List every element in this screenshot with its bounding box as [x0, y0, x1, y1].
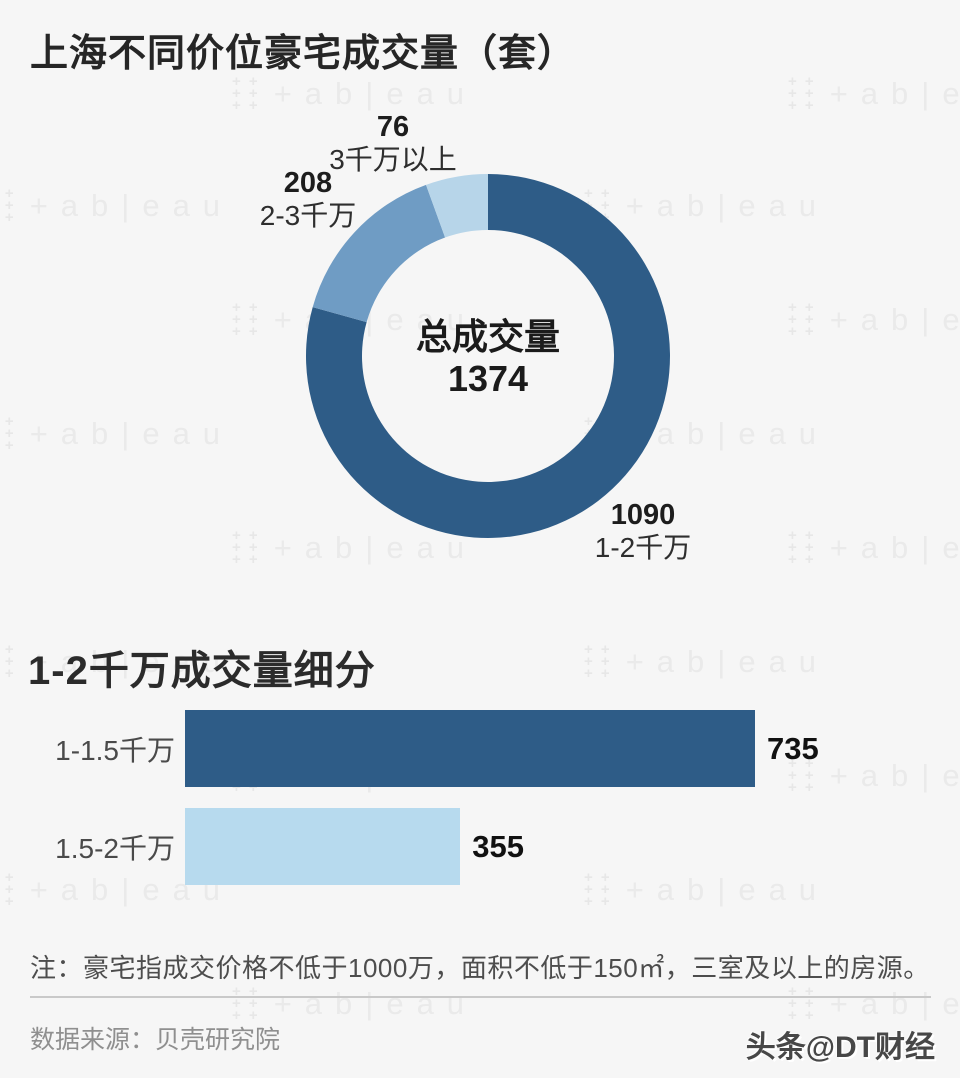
footnote: 注：豪宅指成交价格不低于1000万，面积不低于150㎡，三室及以上的房源。	[30, 953, 930, 983]
tableau-watermark-text: +ab|eau	[829, 530, 960, 565]
tableau-logo-icon: + ++ ++ +	[232, 983, 260, 1024]
data-source: 数据来源：贝壳研究院	[30, 1026, 281, 1054]
tableau-watermark: + ++ ++ + +ab|eau	[788, 983, 960, 1024]
footer-divider	[30, 996, 931, 998]
donut-center-value: 1374	[447, 357, 529, 399]
tableau-logo-icon: + ++ ++ +	[584, 869, 612, 910]
bar-fill	[185, 808, 461, 885]
bar-row: 1-1.5千万 735	[30, 710, 935, 787]
tableau-logo-icon: + ++ ++ +	[788, 299, 816, 340]
tableau-watermark: + ++ ++ + +ab|eau	[788, 755, 960, 796]
bar-category-label: 1-1.5千万	[55, 734, 175, 766]
donut-segment	[306, 174, 670, 538]
tableau-logo-icon: + ++ ++ +	[232, 299, 260, 340]
page-title: 上海不同价位豪宅成交量（套）	[30, 33, 577, 75]
donut-center-total: 总成交量 1374	[358, 316, 618, 400]
tableau-logo-icon: + ++ ++ +	[788, 755, 816, 796]
tableau-watermark: + ++ ++ + +ab|eau	[584, 641, 830, 682]
donut-value: 1090	[610, 499, 676, 531]
tableau-watermark: + ++ ++ + +ab|eau	[0, 641, 234, 682]
tableau-watermark: + ++ ++ + +ab|eau	[584, 869, 830, 910]
bar-track: 735	[185, 710, 935, 787]
tableau-watermark-text: +ab|eau	[625, 188, 830, 223]
donut-segment	[312, 184, 446, 323]
tableau-watermark-text: +ab|eau	[29, 188, 234, 223]
tableau-watermark: + ++ ++ + +ab|eau	[0, 185, 234, 226]
tableau-watermark: + ++ ++ + +ab|eau	[0, 413, 234, 454]
tableau-watermark-text: +ab|eau	[273, 986, 478, 1021]
donut-center-label: 总成交量	[415, 316, 560, 357]
bar-value-label: 735	[767, 730, 819, 766]
bar-fill	[185, 710, 755, 787]
bar-section-title: 1-2千万成交量细分	[28, 649, 376, 693]
tableau-watermark-text: +ab|eau	[829, 302, 960, 337]
tableau-watermark-text: +ab|eau	[829, 758, 960, 793]
tableau-watermark: + ++ ++ + +ab|eau	[788, 73, 960, 114]
tableau-watermark: + ++ ++ + +ab|eau	[232, 527, 478, 568]
tableau-logo-icon: + ++ ++ +	[788, 983, 816, 1024]
donut-category: 3千万以上	[329, 144, 457, 176]
bar-category-label: 1.5-2千万	[55, 832, 175, 864]
tableau-watermark-text: +ab|eau	[29, 416, 234, 451]
tableau-watermark: + ++ ++ + +ab|eau	[788, 299, 960, 340]
tableau-logo-icon: + ++ ++ +	[584, 641, 612, 682]
tableau-logo-icon: + ++ ++ +	[232, 527, 260, 568]
donut-segment	[426, 174, 488, 238]
donut-chart	[306, 174, 670, 538]
donut-value: 76	[376, 111, 410, 143]
tableau-watermark-text: +ab|eau	[625, 872, 830, 907]
bar-chart: 1-1.5千万 735 1.5-2千万 355	[30, 710, 935, 906]
donut-label-2-3qw: 208 2-3千万	[198, 167, 418, 232]
tableau-watermark: + ++ ++ + +ab|eau	[788, 527, 960, 568]
donut-category: 2-3千万	[259, 200, 357, 232]
tableau-watermark-text: +ab|eau	[29, 644, 234, 679]
bar-value-label: 355	[472, 828, 525, 864]
tableau-logo-icon: + ++ ++ +	[0, 869, 16, 910]
tableau-logo-icon: + ++ ++ +	[0, 185, 16, 226]
tableau-watermark-text: +ab|eau	[273, 76, 478, 111]
donut-category: 1-2千万	[594, 532, 692, 564]
tableau-logo-icon: + ++ ++ +	[788, 73, 816, 114]
tableau-watermark-text: +ab|eau	[829, 76, 960, 111]
bar-row: 1.5-2千万 355	[30, 808, 935, 885]
tableau-watermark-text: +ab|eau	[273, 530, 478, 565]
donut-value: 208	[283, 167, 333, 199]
tableau-watermark-text: +ab|eau	[625, 644, 830, 679]
author-credit: 头条@DT财经	[745, 1031, 935, 1064]
tableau-logo-icon: + ++ ++ +	[232, 73, 260, 114]
donut-label-1-2qw: 1090 1-2千万	[533, 499, 753, 564]
tableau-watermark-text: +ab|eau	[829, 986, 960, 1021]
tableau-watermark: + ++ ++ + +ab|eau	[232, 983, 478, 1024]
donut-label-3qw-plus: 76 3千万以上	[283, 111, 503, 176]
tableau-logo-icon: + ++ ++ +	[0, 413, 16, 454]
tableau-watermark: + ++ ++ + +ab|eau	[232, 73, 478, 114]
tableau-logo-icon: + ++ ++ +	[0, 641, 16, 682]
tableau-logo-icon: + ++ ++ +	[788, 527, 816, 568]
bar-track: 355	[185, 808, 935, 885]
